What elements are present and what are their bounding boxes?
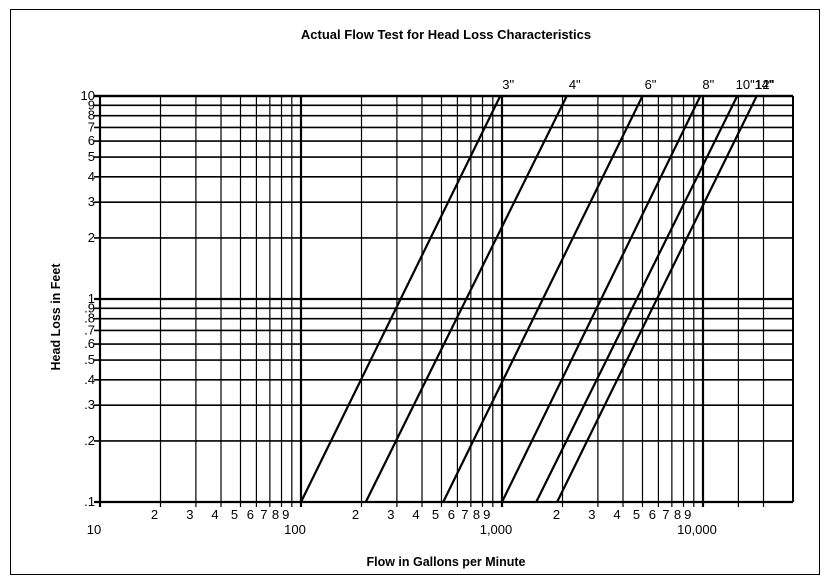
- y-tick-label: .4: [84, 372, 95, 387]
- series-label: 3": [502, 77, 514, 92]
- chart-title: Actual Flow Test for Head Loss Character…: [301, 27, 591, 42]
- x-tick-label: 2: [151, 507, 158, 522]
- series-lines: [300, 95, 758, 503]
- x-tick-label: 6: [649, 507, 656, 522]
- x-tick-label: 9: [483, 507, 490, 522]
- series-label: 4": [569, 77, 581, 92]
- y-tick-label: .1: [84, 494, 95, 509]
- x-tick-label: 6: [448, 507, 455, 522]
- series-line: [501, 95, 702, 503]
- y-tick-label: 7: [88, 119, 95, 134]
- series-label: 6": [645, 77, 657, 92]
- x-tick-label: 100: [284, 522, 306, 537]
- series-label: 12": [755, 77, 774, 92]
- x-tick-label: 3: [387, 507, 394, 522]
- grid: [94, 94, 794, 507]
- x-tick-label: 4: [412, 507, 419, 522]
- x-tick-label: 4: [211, 507, 218, 522]
- x-tick-label: 1,000: [480, 522, 513, 537]
- y-tick-label: 9: [88, 97, 95, 112]
- y-tick-label: .3: [84, 397, 95, 412]
- series-line: [300, 95, 502, 503]
- y-tick-label: .2: [84, 433, 95, 448]
- y-tick-label: .5: [84, 352, 95, 367]
- x-tick-label: 5: [432, 507, 439, 522]
- y-tick-label: 3: [88, 194, 95, 209]
- y-tick-label: .9: [84, 300, 95, 315]
- y-tick-label: .6: [84, 336, 95, 351]
- x-tick-label: 10: [87, 522, 101, 537]
- x-tick-label: 7: [260, 507, 267, 522]
- y-axis-title: Head Loss in Feet: [49, 263, 63, 371]
- x-axis-title: Flow in Gallons per Minute: [366, 555, 525, 569]
- x-tick-label: 8: [272, 507, 279, 522]
- series-line: [535, 95, 739, 503]
- x-tick-label: 6: [247, 507, 254, 522]
- x-tick-label: 4: [613, 507, 620, 522]
- y-tick-label: 5: [88, 149, 95, 164]
- y-tick-label: .7: [84, 322, 95, 337]
- x-tick-label: 2: [352, 507, 359, 522]
- x-tick-label: 9: [282, 507, 289, 522]
- series-label: 8": [702, 77, 714, 92]
- y-tick-label: .8: [84, 311, 95, 326]
- x-tick-label: 8: [674, 507, 681, 522]
- y-tick-label: 8: [88, 108, 95, 123]
- x-tick-label: 5: [231, 507, 238, 522]
- series-label: 14": [754, 77, 773, 92]
- series-line: [442, 95, 644, 503]
- chart-frame: [10, 9, 820, 575]
- y-tick-label: 1: [88, 291, 95, 306]
- x-tick-label: 5: [633, 507, 640, 522]
- x-tick-label: 7: [662, 507, 669, 522]
- x-tick-label: 9: [684, 507, 691, 522]
- x-tick-label: 7: [461, 507, 468, 522]
- y-tick-label: 6: [88, 133, 95, 148]
- x-tick-label: 3: [186, 507, 193, 522]
- series-label: 10": [736, 77, 755, 92]
- x-tick-label: 8: [473, 507, 480, 522]
- y-tick-label: 4: [88, 169, 95, 184]
- x-tick-label: 2: [553, 507, 560, 522]
- series-line: [364, 95, 568, 503]
- x-tick-label: 3: [588, 507, 595, 522]
- y-tick-label: 10: [81, 88, 95, 103]
- x-tick-label: 10,000: [677, 522, 717, 537]
- y-tick-label: 2: [88, 230, 95, 245]
- series-line: [556, 95, 758, 503]
